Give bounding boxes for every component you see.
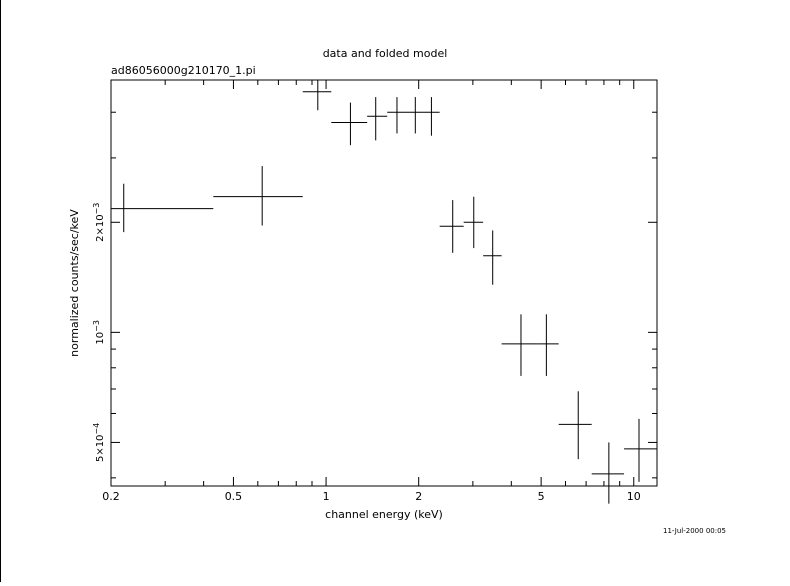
chart-title: data and folded model bbox=[323, 47, 448, 60]
data-point bbox=[407, 97, 424, 134]
data-point bbox=[483, 230, 502, 285]
x-tick-label: 10 bbox=[627, 490, 641, 503]
x-axis-label: channel energy (keV) bbox=[325, 508, 443, 521]
data-point bbox=[439, 200, 464, 253]
y-axis-label: normalized counts/sec/keV bbox=[68, 209, 81, 357]
x-axis-ticks: 0.2 0.5 1 2 5 10 bbox=[102, 80, 641, 503]
y-tick-label: 2×10−3 bbox=[92, 203, 106, 242]
data-point bbox=[367, 97, 388, 141]
data-point bbox=[213, 166, 303, 226]
data-point bbox=[501, 314, 538, 376]
data-point bbox=[624, 418, 657, 482]
chart-subtitle: ad86056000g210170_1.pi bbox=[111, 64, 256, 77]
data-point bbox=[387, 97, 408, 134]
x-tick-label: 0.5 bbox=[225, 490, 243, 503]
x-tick-label: 1 bbox=[323, 490, 330, 503]
y-axis-ticks: 5×10−4 10−3 2×10−3 bbox=[92, 111, 657, 479]
x-tick-label: 2 bbox=[415, 490, 422, 503]
x-tick-label: 5 bbox=[538, 490, 545, 503]
data-point bbox=[331, 102, 368, 146]
data-point bbox=[302, 80, 332, 111]
data-points bbox=[111, 80, 657, 504]
data-point bbox=[463, 196, 484, 249]
data-point bbox=[591, 442, 625, 504]
window-left-edge bbox=[0, 0, 1, 582]
data-point bbox=[558, 391, 592, 460]
y-tick-label: 10−3 bbox=[92, 320, 106, 345]
x-tick-label: 0.2 bbox=[102, 490, 120, 503]
data-point bbox=[537, 314, 559, 376]
plot-frame bbox=[110, 79, 658, 487]
y-tick-label: 5×10−4 bbox=[92, 423, 106, 462]
data-point bbox=[423, 97, 440, 136]
data-point bbox=[111, 183, 214, 233]
timestamp: 11-Jul-2000 00:05 bbox=[663, 527, 726, 535]
